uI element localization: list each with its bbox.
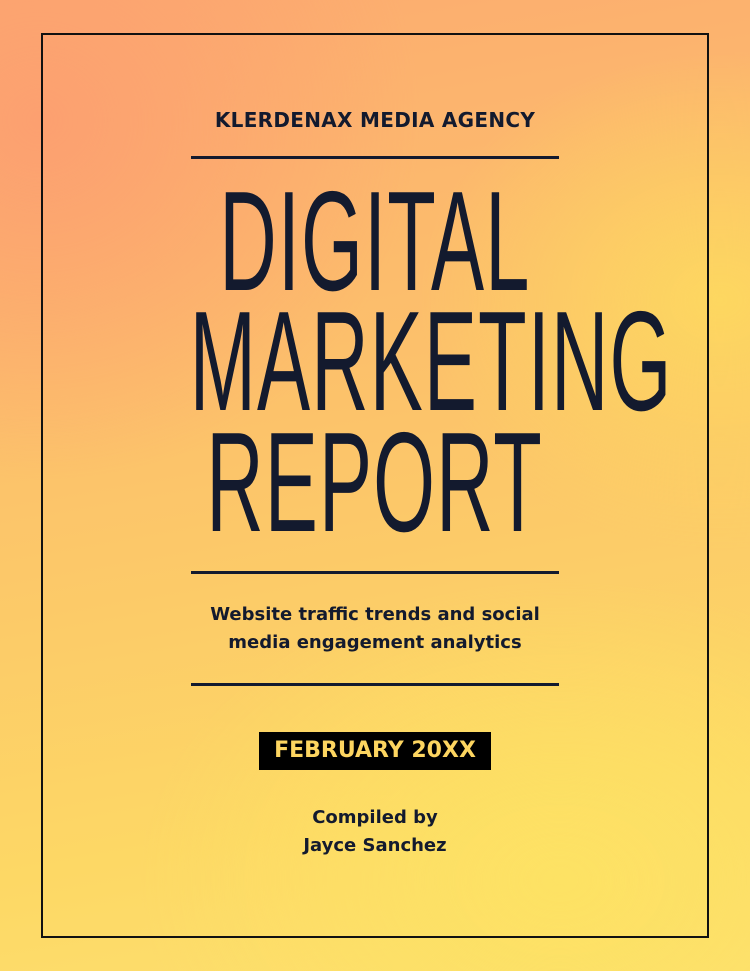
date-badge: FEBRUARY 20XX [259, 732, 491, 770]
title-line-3: REPORT [0, 403, 750, 562]
page-border [41, 33, 709, 938]
divider-middle [191, 571, 559, 574]
author-name: Jayce Sanchez [303, 835, 447, 856]
subtitle-line: Website traffic trends and social [210, 604, 540, 625]
title-text: REPORT [206, 403, 544, 562]
divider-top [191, 156, 559, 159]
compiled-by: Compiled by Jayce Sanchez [0, 804, 750, 860]
agency-name: KLERDENAX MEDIA AGENCY [214, 108, 536, 132]
subtitle: Website traffic trends and social media … [0, 601, 750, 657]
title-text: MARKETING [189, 282, 673, 441]
title-text: DIGITAL [219, 162, 531, 321]
title-line-2: MARKETING [0, 282, 750, 441]
subtitle-line: media engagement analytics [228, 632, 522, 653]
title-line-1: DIGITAL [0, 162, 750, 321]
compiled-label: Compiled by [312, 807, 438, 828]
divider-bottom [191, 683, 559, 686]
